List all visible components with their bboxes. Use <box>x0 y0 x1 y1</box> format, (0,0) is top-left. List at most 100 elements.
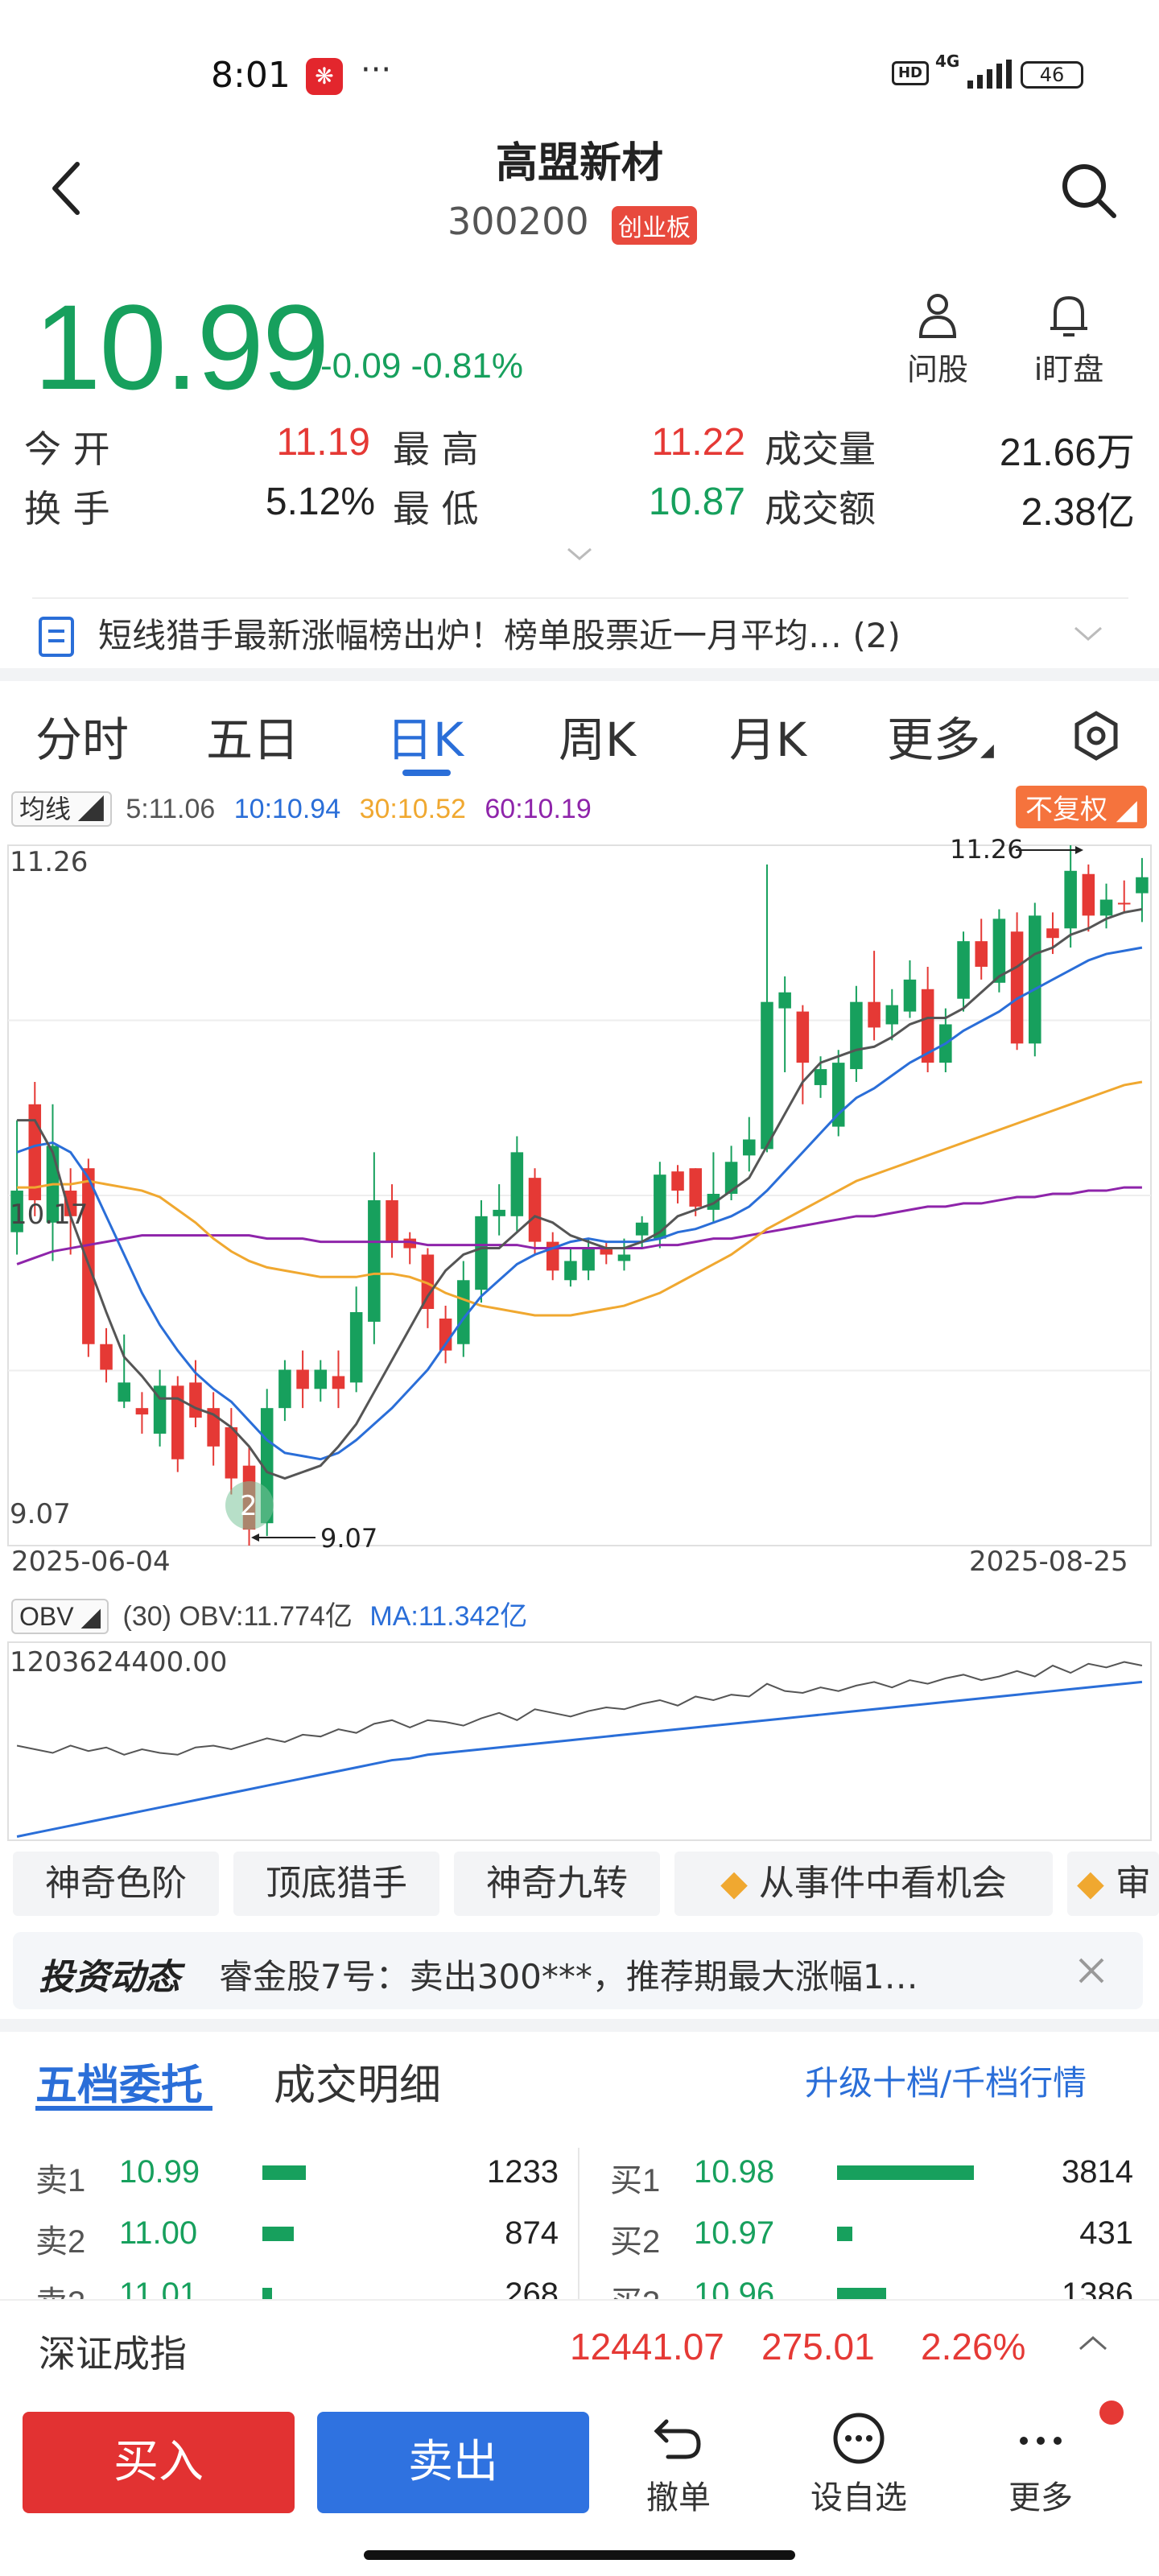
indicator-more[interactable]: ◆ 审 <box>1067 1852 1159 1916</box>
order-row[interactable]: 买1 10.98 3814 <box>610 2154 1141 2202</box>
order-row[interactable]: 买2 10.97 431 <box>610 2215 1141 2264</box>
indicator-top-bottom[interactable]: 顶底猎手 <box>233 1852 439 1916</box>
candle <box>439 1306 452 1364</box>
index-ticker[interactable]: 深证成指 12441.07 275.01 2.26% <box>0 2299 1159 2388</box>
stock-name: 高盟新材 <box>495 139 663 188</box>
order-row[interactable]: 卖2 11.00 874 <box>35 2215 567 2264</box>
active-tab-indicator <box>402 770 451 776</box>
candle <box>135 1392 149 1434</box>
ma60-value: 60:10.19 <box>485 794 592 824</box>
upgrade-level2-link[interactable]: 升级十档/千档行情 <box>805 2063 1087 2103</box>
order-tab-underline <box>35 2106 212 2111</box>
index-pct: 2.26% <box>921 2326 1026 2368</box>
ma5-value: 5:11.06 <box>126 794 216 824</box>
stat-volume-label: 成交量 <box>765 427 876 471</box>
order-volume-bar <box>262 2227 294 2241</box>
indicator-selector[interactable]: OBV ◢ <box>11 1599 109 1634</box>
battery-icon: 46 <box>1021 61 1083 89</box>
candle <box>528 1168 542 1255</box>
order-row[interactable]: 卖1 10.99 1233 <box>35 2154 567 2202</box>
chevron-down-icon <box>1074 626 1102 641</box>
order-level-label: 买2 <box>610 2224 661 2260</box>
x-start-label: 2025-06-04 <box>11 1546 171 1578</box>
candle <box>118 1334 130 1409</box>
current-price: 10.99 <box>34 279 329 415</box>
invest-dynamic-banner[interactable]: 投资动态 睿金股7号：卖出300***，推荐期最大涨幅1… <box>13 1932 1143 2009</box>
candle <box>671 1165 684 1203</box>
low-marker: 2 9.07 <box>225 1481 377 1554</box>
tab-five-day[interactable]: 五日 <box>206 712 300 767</box>
tab-weekly-k[interactable]: 周K <box>559 712 637 767</box>
chart-tabs: 分时 五日 日K 周K 月K 更多◢ <box>0 692 1159 781</box>
candle <box>296 1350 309 1409</box>
ma10-value: 10:10.94 <box>233 794 341 824</box>
low-marker-badge: 2 <box>240 1490 258 1522</box>
candle <box>153 1369 167 1447</box>
candle <box>64 1168 77 1255</box>
ask-stock-button[interactable]: 问股 <box>885 291 990 389</box>
candle <box>1029 902 1041 1057</box>
order-volume: 3814 <box>1062 2154 1133 2190</box>
obv-top-label: 1203624400.00 <box>10 1646 227 1678</box>
ma-lines <box>16 907 1143 1480</box>
candle <box>349 1286 363 1393</box>
order-price: 11.00 <box>119 2215 198 2251</box>
back-icon[interactable] <box>47 159 87 217</box>
stat-amount-label: 成交额 <box>765 487 876 530</box>
add-watchlist-button[interactable]: 设自选 <box>798 2410 919 2518</box>
candle <box>564 1248 577 1287</box>
obv-chart[interactable]: 1203624400.00 <box>0 1639 1159 1848</box>
ma-selector[interactable]: 均线 ◢ <box>11 791 112 827</box>
candle <box>1117 880 1131 913</box>
tab-order-book[interactable]: 五档委托 <box>35 2062 204 2110</box>
settings-icon[interactable] <box>1070 710 1122 762</box>
adjust-mode-button[interactable]: 不复权 ◢ <box>1016 786 1147 828</box>
tab-more[interactable]: 更多◢ <box>887 712 994 767</box>
order-level-label: 卖1 <box>35 2163 86 2198</box>
candles <box>10 845 1149 1546</box>
low-marker-label: 9.07 <box>320 1523 377 1554</box>
order-price: 10.98 <box>694 2154 775 2190</box>
candle <box>868 951 881 1041</box>
candle <box>28 1081 42 1216</box>
sell-button[interactable]: 卖出 <box>317 2412 589 2513</box>
tab-trade-detail[interactable]: 成交明细 <box>274 2062 442 2110</box>
obv-ma-line <box>16 1680 1143 1838</box>
buy-button[interactable]: 买入 <box>23 2412 295 2513</box>
indicator-color-scale[interactable]: 神奇色阶 <box>13 1852 219 1916</box>
news-icon <box>39 617 74 657</box>
diamond-icon: ◆ <box>720 1863 748 1904</box>
stat-turnover-value: 5.12% <box>265 481 375 523</box>
watch-button[interactable]: i盯盘 <box>1013 291 1125 389</box>
stock-code: 300200 <box>448 200 589 243</box>
candle <box>957 931 970 1012</box>
news-banner[interactable]: 短线猎手最新涨幅榜出炉！榜单股票近一月平均… (2) <box>32 597 1128 667</box>
chevron-up-icon[interactable] <box>1075 2331 1111 2355</box>
tab-monthly-k[interactable]: 月K <box>729 712 807 767</box>
expand-chevron-icon[interactable] <box>563 544 596 564</box>
home-indicator[interactable] <box>364 2550 795 2560</box>
cancel-order-button[interactable]: 撤单 <box>618 2410 739 2518</box>
news-text: 短线猎手最新涨幅榜出炉！榜单股票近一月平均… (2) <box>98 616 901 655</box>
close-icon[interactable] <box>1077 1956 1106 1985</box>
index-change: 275.01 <box>761 2326 875 2368</box>
invest-logo: 投资动态 <box>39 1957 180 1998</box>
stat-open-label: 今 开 <box>24 427 110 471</box>
indicator-nine-turn[interactable]: 神奇九转 <box>454 1852 660 1916</box>
order-volume-bar <box>837 2227 852 2241</box>
order-volume: 431 <box>1079 2215 1133 2251</box>
candle <box>314 1360 328 1402</box>
candle <box>921 966 934 1073</box>
tab-daily-k[interactable]: 日K <box>386 712 464 767</box>
candle <box>332 1350 345 1409</box>
more-dots-circle-icon <box>833 2413 885 2464</box>
undo-icon <box>654 2419 701 2459</box>
tab-intraday[interactable]: 分时 <box>35 712 130 767</box>
more-button[interactable]: 更多 <box>980 2410 1101 2518</box>
kline-chart[interactable]: 11.26 10.17 9.07 11.26 2 9.07 <box>0 837 1159 1562</box>
indicator-event-opportunity[interactable]: ◆ 从事件中看机会 <box>674 1852 1053 1916</box>
candle <box>761 864 773 1153</box>
divider <box>0 2019 1159 2032</box>
stat-low-value: 10.87 <box>648 481 745 523</box>
search-icon[interactable] <box>1056 158 1120 222</box>
